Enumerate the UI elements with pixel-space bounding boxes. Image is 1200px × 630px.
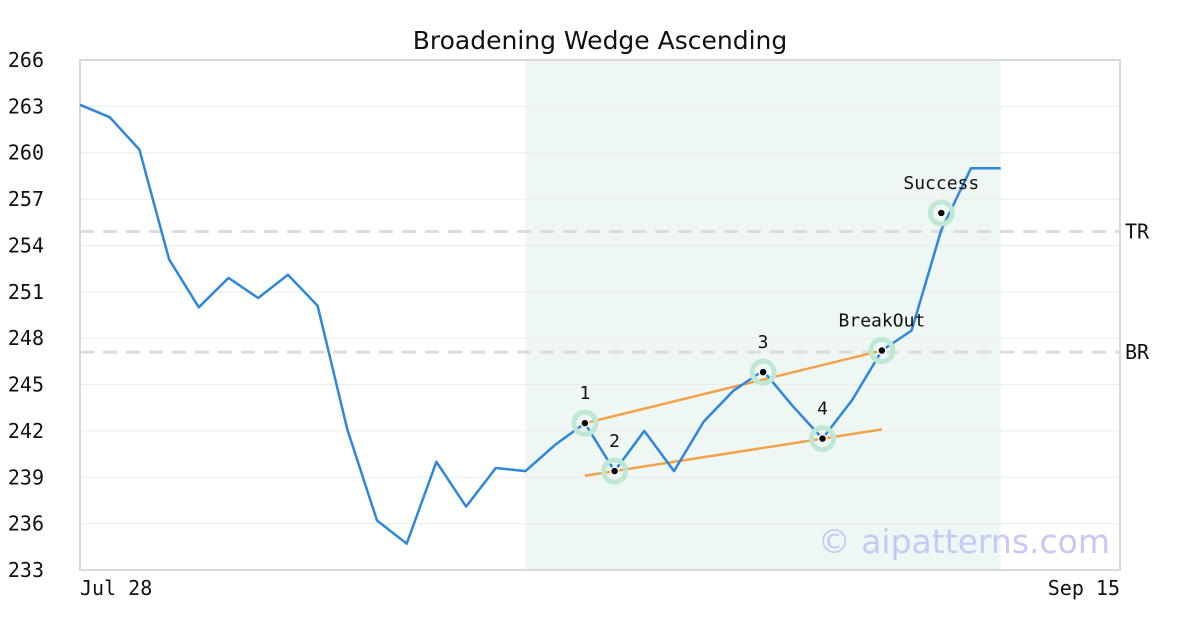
y-tick-label: 239 — [8, 465, 44, 489]
price-line — [79, 103, 1001, 545]
y-tick-label: 260 — [8, 141, 44, 165]
y-tick-label: 242 — [8, 419, 44, 443]
pattern-point-breakout — [877, 345, 887, 356]
pattern-point-1 — [580, 418, 590, 428]
pattern-point-3 — [758, 367, 768, 377]
y-axis-ticks: 233 236 239 242 245 248 251 254 257 260 263 266 — [8, 48, 44, 582]
pattern-point-2 — [609, 466, 620, 476]
y-tick-label: 266 — [8, 48, 44, 72]
pattern-zone-layer — [525, 60, 1001, 570]
y-tick-label: 248 — [8, 326, 44, 350]
pattern-point-halo — [868, 337, 896, 365]
y-tick-label: 263 — [8, 94, 44, 118]
pattern-point-halo — [809, 425, 836, 453]
pattern-point-halo — [927, 199, 955, 227]
x-tick-label: Sep 15 — [1048, 576, 1120, 600]
pattern-label-4: 4 — [817, 399, 828, 420]
y-tick-label: 236 — [8, 512, 44, 536]
x-tick-label: Jul 28 — [80, 576, 152, 600]
x-axis-ticks: Jul 28 Sep 15 — [80, 576, 1120, 600]
watermark: © aipatterns.com — [818, 522, 1110, 561]
pattern-points: 1 2 3 4 BreakOut Success — [571, 173, 979, 485]
pattern-label-breakout: BreakOut — [839, 311, 926, 332]
pattern-point-halo — [601, 457, 629, 485]
level-label-br: BR — [1125, 340, 1150, 364]
level-label-tr: TR — [1125, 220, 1150, 244]
chart-title: Broadening Wedge Ascending — [413, 26, 788, 55]
pattern-label-2: 2 — [609, 431, 620, 452]
plot-frame — [79, 59, 1121, 571]
y-tick-label: 245 — [8, 373, 44, 397]
pattern-label-success: Success — [903, 173, 979, 194]
upper-trendline — [584, 349, 883, 425]
level-lines: TR BR — [80, 220, 1150, 364]
y-tick-label: 254 — [8, 233, 44, 257]
pattern-point-halo — [749, 358, 777, 386]
pattern-zone — [525, 60, 1001, 570]
pattern-point-halo — [571, 409, 599, 437]
y-tick-label: 233 — [8, 558, 44, 582]
pattern-point-4 — [817, 433, 828, 444]
pattern-point-success — [936, 208, 947, 218]
price-series — [79, 103, 1001, 545]
y-tick-label: 251 — [8, 280, 44, 304]
y-tick-label: 257 — [8, 187, 44, 211]
pattern-label-1: 1 — [579, 383, 590, 404]
pattern-label-3: 3 — [758, 332, 769, 353]
